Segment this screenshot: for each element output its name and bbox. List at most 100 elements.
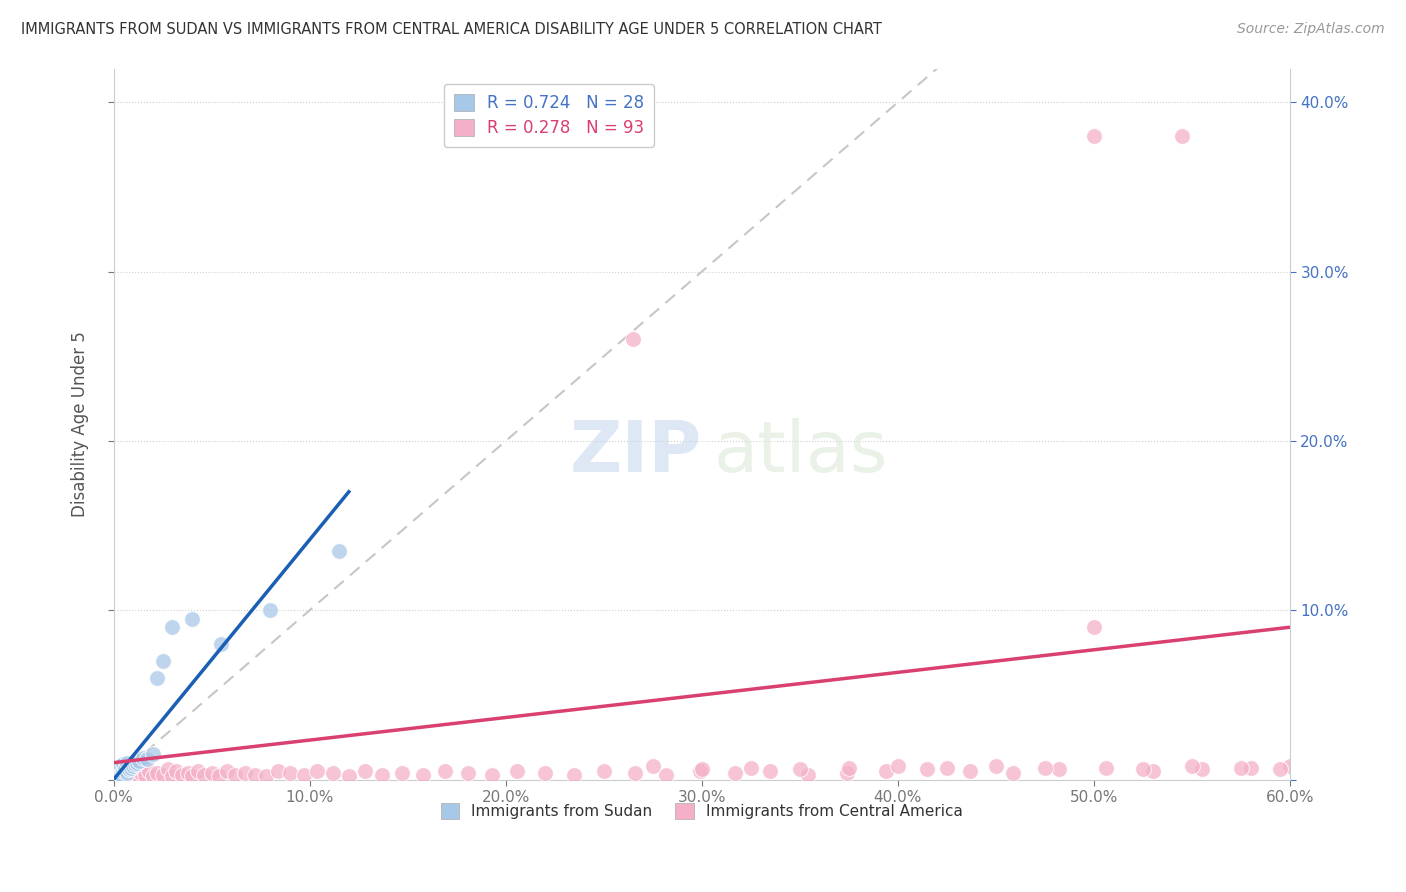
Point (162, 769, 184, 783)
Point (371, 767, 394, 781)
Point (117, 765, 139, 780)
Point (125, 756, 148, 770)
Point (152, 654, 174, 668)
Point (243, 767, 266, 781)
Point (307, 764, 329, 779)
Point (278, 765, 301, 780)
Point (118, 763, 141, 777)
Point (838, 761, 860, 775)
Point (181, 769, 204, 783)
Point (217, 764, 239, 779)
Point (887, 759, 910, 773)
Point (112, 764, 135, 779)
Point (104, 767, 127, 781)
Point (562, 767, 585, 781)
Point (353, 764, 375, 779)
Point (875, 764, 897, 779)
Point (104, 769, 127, 783)
Text: Source: ZipAtlas.com: Source: ZipAtlas.com (1237, 22, 1385, 37)
Point (110, 767, 132, 781)
Point (1142, 764, 1164, 779)
Point (457, 765, 479, 780)
Point (641, 759, 664, 773)
Point (114, 763, 136, 777)
Point (107, 767, 129, 781)
Point (259, 603, 281, 617)
Text: IMMIGRANTS FROM SUDAN VS IMMIGRANTS FROM CENTRAL AMERICA DISABILITY AGE UNDER 5 : IMMIGRANTS FROM SUDAN VS IMMIGRANTS FROM… (21, 22, 882, 37)
Point (112, 767, 135, 781)
Point (1278, 759, 1301, 773)
Point (117, 756, 139, 770)
Point (142, 769, 165, 783)
Point (1047, 763, 1070, 777)
Point (193, 767, 215, 781)
Point (481, 767, 503, 781)
Point (740, 761, 762, 775)
Point (181, 612, 204, 626)
Point (224, 767, 246, 781)
Y-axis label: Disability Age Under 5: Disability Age Under 5 (72, 331, 89, 517)
Point (112, 761, 135, 775)
Point (1083, 620, 1105, 634)
Point (759, 764, 782, 779)
Point (110, 759, 132, 773)
Point (114, 764, 136, 779)
Point (1240, 761, 1263, 775)
Point (125, 764, 148, 779)
Text: atlas: atlas (713, 418, 887, 487)
Point (165, 764, 187, 779)
Point (724, 765, 747, 780)
Point (391, 765, 413, 780)
Point (122, 765, 145, 780)
Point (177, 765, 200, 780)
Point (292, 767, 315, 781)
Point (208, 769, 231, 783)
Point (117, 767, 139, 781)
Text: ZIP: ZIP (569, 418, 702, 487)
Point (108, 763, 131, 777)
Point (1171, 129, 1194, 144)
Point (1268, 763, 1291, 777)
Point (128, 754, 150, 768)
Point (157, 763, 180, 777)
Point (592, 764, 614, 779)
Point (129, 765, 152, 780)
Point (624, 765, 647, 780)
Point (506, 764, 529, 779)
Point (959, 764, 981, 779)
Point (118, 763, 141, 777)
Point (108, 767, 131, 781)
Point (256, 769, 278, 783)
Point (108, 765, 131, 780)
Point (689, 764, 711, 779)
Point (110, 769, 132, 783)
Point (145, 765, 167, 780)
Point (107, 764, 129, 779)
Point (789, 763, 811, 777)
Point (107, 764, 129, 779)
Point (128, 769, 150, 783)
Point (172, 767, 194, 781)
Point (935, 761, 957, 775)
Point (132, 750, 155, 764)
Point (433, 764, 456, 779)
Point (138, 764, 160, 779)
Point (135, 752, 157, 766)
Point (534, 765, 557, 780)
Point (337, 769, 360, 783)
Point (328, 544, 350, 558)
Point (124, 757, 146, 772)
Point (122, 761, 145, 775)
Point (114, 769, 136, 783)
Point (187, 764, 209, 779)
Point (1083, 129, 1105, 144)
Point (1094, 761, 1116, 775)
Point (1191, 763, 1213, 777)
Point (915, 763, 938, 777)
Point (134, 767, 156, 781)
Point (200, 765, 222, 780)
Point (108, 761, 131, 775)
Point (110, 765, 132, 780)
Legend: Immigrants from Sudan, Immigrants from Central America: Immigrants from Sudan, Immigrants from C… (434, 797, 969, 825)
Point (267, 764, 290, 779)
